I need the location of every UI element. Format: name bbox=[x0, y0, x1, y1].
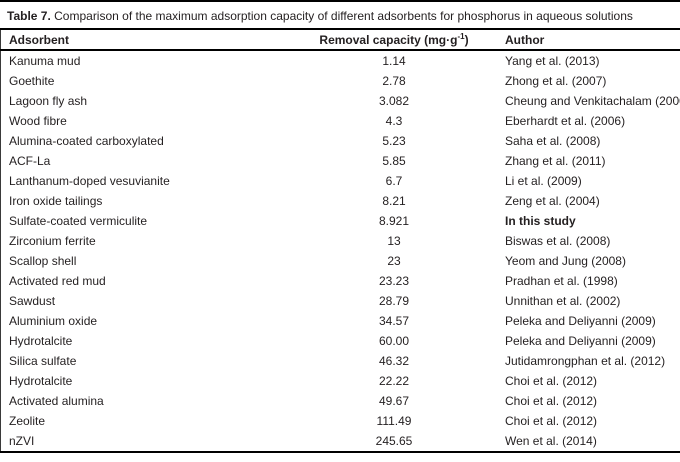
author-cell: Peleka and Deliyanni (2009) bbox=[505, 334, 656, 348]
author-cell: Choi et al. (2012) bbox=[505, 394, 598, 408]
table-row: Lanthanum-doped vesuvianite 6.7 Li et al. … bbox=[1, 171, 680, 191]
adsorbent-cell: Sulfate-coated vermiculite bbox=[9, 214, 148, 228]
adsorbent-cell: ACF-La bbox=[9, 154, 51, 168]
adsorbent-cell: Lagoon fly ash bbox=[9, 94, 88, 108]
author-cell: Pradhan et al. (1998) bbox=[505, 274, 618, 288]
adsorbent-cell: Hydrotalcite bbox=[9, 374, 73, 388]
table-row: Hydrotalcite 22.22 Choi et al. (2012) bbox=[1, 371, 680, 391]
author-cell: Saha et al. (2008) bbox=[505, 134, 601, 148]
author-cell: Zeng et al. (2004) bbox=[505, 194, 600, 208]
removal-capacity-cell: 5.85 bbox=[382, 154, 406, 168]
table-row: Silica sulfate 46.32 Jutidamrongphan et al… bbox=[1, 351, 680, 371]
table-body: Kanuma mud 1.14 Yang et al. (2013) Goethite… bbox=[1, 50, 680, 452]
adsorbent-cell: Hydrotalcite bbox=[9, 334, 73, 348]
removal-capacity-cell: 245.65 bbox=[375, 434, 413, 448]
adsorbent-cell: nZVI bbox=[9, 434, 35, 448]
removal-capacity-cell: 2.78 bbox=[382, 74, 406, 88]
adsorbent-cell: Wood fibre bbox=[9, 114, 67, 128]
table-row: Activated red mud 23.23 Pradhan et al. (19… bbox=[1, 271, 680, 291]
removal-capacity-cell: 34.57 bbox=[378, 314, 410, 328]
table-row: Kanuma mud 1.14 Yang et al. (2013) bbox=[1, 50, 680, 71]
author-cell: Zhang et al. (2011) bbox=[505, 154, 606, 168]
table-row: Zirconium ferrite 13 Biswas et al. (2008) bbox=[1, 231, 680, 251]
adsorbent-cell: Sawdust bbox=[9, 294, 56, 308]
author-cell: Jutidamrongphan et al. (2012) bbox=[505, 354, 666, 368]
removal-capacity-cell: 1.14 bbox=[382, 54, 406, 68]
adsorbents-table: Adsorbent Removal capacity (mg·g-1) Auth… bbox=[0, 28, 680, 453]
adsorbent-cell: Lanthanum-doped vesuvianite bbox=[9, 174, 170, 188]
removal-capacity-cell: 60.00 bbox=[378, 334, 410, 348]
author-cell: Choi et al. (2012) bbox=[505, 374, 598, 388]
table-row: Zeolite 111.49 Choi et al. (2012) bbox=[1, 411, 680, 431]
author-cell: Wen et al. (2014) bbox=[505, 434, 597, 448]
table-caption-text: Comparison of the maximum adsorption cap… bbox=[50, 9, 633, 23]
table-row: Lagoon fly ash 3.082 Cheung and Venkitacha… bbox=[1, 91, 680, 111]
adsorbent-cell: Alumina-coated carboxylated bbox=[9, 134, 164, 148]
table-row: ACF-La 5.85 Zhang et al. (2011) bbox=[1, 151, 680, 171]
removal-capacity-cell: 49.67 bbox=[378, 394, 410, 408]
removal-capacity-cell: 3.082 bbox=[378, 94, 410, 108]
removal-capacity-cell: 22.22 bbox=[378, 374, 410, 388]
adsorbent-cell: Activated alumina bbox=[9, 394, 104, 408]
top-divider-rule bbox=[0, 0, 680, 2]
removal-capacity-cell: 28.79 bbox=[378, 294, 410, 308]
table-row: Sawdust 28.79 Unnithan et al. (2002) bbox=[1, 291, 680, 311]
adsorbent-cell: Silica sulfate bbox=[9, 354, 77, 368]
table-row: Goethite 2.78 Zhong et al. (2007) bbox=[1, 71, 680, 91]
table-row: nZVI 245.65 Wen et al. (2014) bbox=[1, 431, 680, 452]
column-header-removal-capacity: Removal capacity (mg·g-1) bbox=[305, 29, 483, 50]
table-caption: Table 7. Comparison of the maximum adsor… bbox=[0, 2, 680, 28]
removal-capacity-cell: 6.7 bbox=[385, 174, 403, 188]
table-header-row: Adsorbent Removal capacity (mg·g-1) Auth… bbox=[0, 29, 680, 50]
removal-capacity-cell: 5.23 bbox=[382, 134, 406, 148]
table-row: Sulfate-coated vermiculite 8.921 In this s… bbox=[1, 211, 680, 231]
author-cell: Zhong et al. (2007) bbox=[505, 74, 607, 88]
table-row: Aluminium oxide 34.57 Peleka and Deliyanni… bbox=[1, 311, 680, 331]
column-header-adsorbent: Adsorbent bbox=[9, 32, 69, 47]
adsorbent-cell: Iron oxide tailings bbox=[9, 194, 103, 208]
table-header: Adsorbent Removal capacity (mg·g-1) Auth… bbox=[0, 29, 680, 50]
author-cell: Eberhardt et al. (2006) bbox=[505, 114, 626, 128]
author-cell: Yang et al. (2013) bbox=[505, 54, 600, 68]
table-row: Alumina-coated carboxylated 5.23 Saha et a… bbox=[1, 131, 680, 151]
adsorbent-cell: Zirconium ferrite bbox=[9, 234, 96, 248]
removal-capacity-cell: 23 bbox=[387, 254, 401, 268]
capacity-header-close-paren: ) bbox=[464, 32, 469, 47]
capacity-header-superscript: -1 bbox=[457, 31, 465, 41]
removal-capacity-cell: 13 bbox=[387, 234, 401, 248]
author-cell: Cheung and Venkitachalam (2000) bbox=[505, 94, 680, 108]
removal-capacity-cell: 111.49 bbox=[376, 414, 412, 428]
table-row: Wood fibre 4.3 Eberhardt et al. (2006) bbox=[1, 111, 680, 131]
author-cell: Choi et al. (2012) bbox=[505, 414, 598, 428]
table-row: Iron oxide tailings 8.21 Zeng et al. (2004… bbox=[1, 191, 680, 211]
adsorbent-cell: Zeolite bbox=[9, 414, 46, 428]
adsorbent-cell: Kanuma mud bbox=[9, 54, 81, 68]
removal-capacity-cell: 4.3 bbox=[385, 114, 403, 128]
author-cell: Li et al. (2009) bbox=[505, 174, 582, 188]
table-row: Activated alumina 49.67 Choi et al. (2012) bbox=[1, 391, 680, 411]
capacity-header-text: Removal capacity (mg·g bbox=[319, 32, 458, 47]
removal-capacity-cell: 8.21 bbox=[382, 194, 406, 208]
author-cell: Biswas et al. (2008) bbox=[505, 234, 611, 248]
author-cell: Peleka and Deliyanni (2009) bbox=[505, 314, 656, 328]
removal-capacity-cell: 8.921 bbox=[378, 214, 410, 228]
adsorbent-cell: Scallop shell bbox=[9, 254, 77, 268]
table-row: Hydrotalcite 60.00 Peleka and Deliyanni (2… bbox=[1, 331, 680, 351]
author-cell: In this study bbox=[505, 214, 576, 228]
adsorbent-cell: Activated red mud bbox=[9, 274, 106, 288]
removal-capacity-cell: 23.23 bbox=[378, 274, 410, 288]
author-cell: Unnithan et al. (2002) bbox=[505, 294, 621, 308]
table-caption-label: Table 7. bbox=[7, 9, 51, 23]
removal-capacity-cell: 46.32 bbox=[378, 354, 410, 368]
adsorbent-cell: Goethite bbox=[9, 74, 55, 88]
column-header-author: Author bbox=[505, 32, 545, 47]
author-cell: Yeom and Jung (2008) bbox=[505, 254, 626, 268]
adsorbent-cell: Aluminium oxide bbox=[9, 314, 98, 328]
table-row: Scallop shell 23 Yeom and Jung (2008) bbox=[1, 251, 680, 271]
